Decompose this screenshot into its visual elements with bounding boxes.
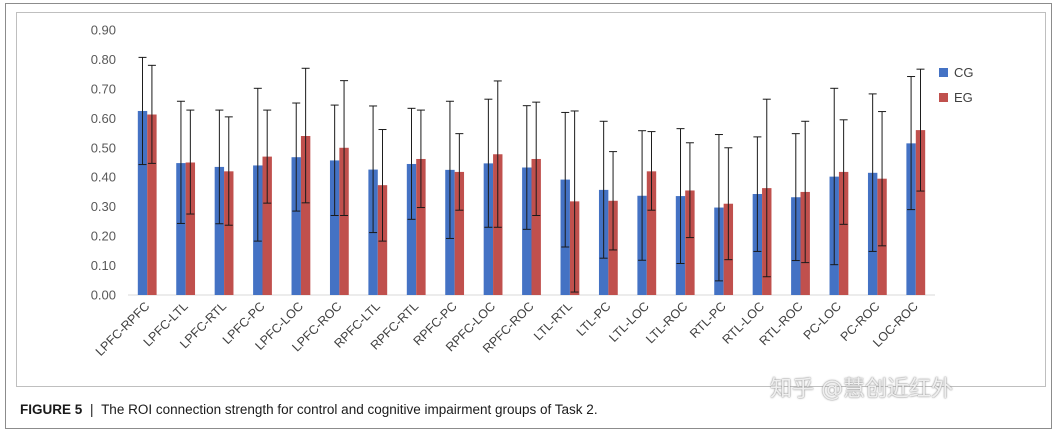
x-tick-label: LPFC-RPFC: [93, 299, 153, 359]
y-tick-label: 0.40: [91, 170, 116, 185]
legend-label-eg: EG: [954, 90, 973, 105]
bar-eg: [185, 162, 196, 295]
bar-eg: [147, 114, 157, 295]
figure-frame: 0.00 0.10 0.20 0.30 0.40 0.50 0.60 0.70 0.80 0.90…: [5, 3, 1052, 429]
bar-chart: 0.00 0.10 0.20 0.30 0.40 0.50 0.60 0.70 0.80 0.90…: [91, 23, 974, 359]
y-tick-label: 0.10: [91, 258, 116, 273]
legend-swatch-eg: [939, 93, 948, 102]
bar-cg: [522, 167, 532, 295]
bar-eg: [339, 147, 349, 295]
y-tick-label: 0.20: [91, 229, 116, 244]
bar-eg: [224, 171, 234, 295]
bar-cg: [406, 163, 417, 295]
bar-eg: [531, 158, 541, 295]
caption-separator: |: [90, 402, 94, 417]
bar-cg: [483, 163, 494, 295]
figure-caption: FIGURE 5 | The ROI connection strength f…: [20, 402, 598, 417]
bar-eg: [915, 130, 926, 295]
x-tick-label: PC-LOC: [801, 299, 844, 342]
bar-eg: [454, 171, 465, 295]
y-tick-label: 0.70: [91, 81, 116, 96]
bar-eg: [262, 156, 272, 295]
bar-eg: [300, 136, 311, 295]
bar-cg: [329, 160, 340, 295]
bar-eg: [646, 171, 657, 295]
y-tick-label: 0.50: [91, 140, 116, 155]
legend-label-cg: CG: [954, 65, 974, 80]
x-tick-label: LTL-RTL: [531, 299, 575, 343]
bar-cg: [137, 110, 148, 295]
bar-eg: [685, 190, 695, 295]
caption-label: FIGURE 5: [20, 402, 83, 417]
bar-cg: [214, 166, 225, 295]
watermark: 知乎 @慧创近红外: [770, 377, 953, 402]
y-tick-label: 0.30: [91, 199, 116, 214]
bar-eg: [838, 171, 849, 295]
bar-eg: [416, 158, 426, 295]
caption-text: The ROI connection strength for control …: [101, 402, 598, 417]
y-tick-label: 0.80: [91, 52, 116, 67]
y-tick-label: 0.00: [91, 288, 116, 303]
x-tick-label: LTL-ROC: [643, 299, 690, 346]
y-tick-label: 0.90: [91, 23, 116, 38]
legend-swatch-cg: [939, 68, 948, 77]
bar-cg: [176, 163, 186, 295]
bar-cg: [291, 157, 301, 295]
chart-area: 0.00 0.10 0.20 0.30 0.40 0.50 0.60 0.70 0.80 0.90…: [16, 12, 1046, 387]
bar-cg: [906, 143, 916, 295]
y-tick-label: 0.60: [91, 111, 116, 126]
